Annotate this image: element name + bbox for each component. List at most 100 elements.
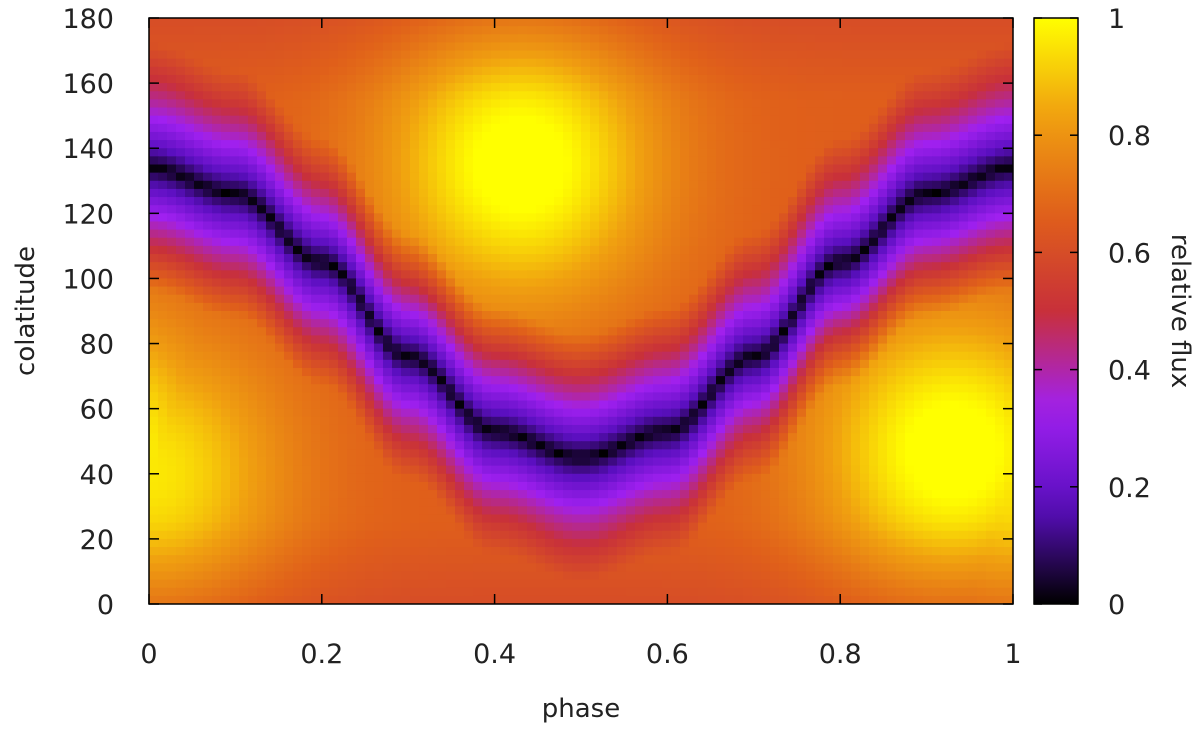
heatmap-cell [1004, 237, 1013, 247]
heatmap-cell [410, 408, 420, 418]
heatmap-cell [743, 42, 753, 52]
heatmap-cell [959, 408, 969, 418]
heatmap-cell [446, 99, 456, 109]
heatmap-cell [770, 351, 780, 361]
heatmap-cell [806, 213, 816, 223]
heatmap-cell [302, 367, 312, 377]
heatmap-cell [734, 384, 744, 393]
heatmap-cell [374, 376, 384, 385]
heatmap-cell [329, 424, 339, 434]
heatmap-cell [635, 205, 645, 214]
heatmap-cell [833, 343, 843, 353]
heatmap-cell [536, 213, 546, 223]
heatmap-cell [284, 164, 294, 174]
heatmap-cell [788, 311, 798, 320]
heatmap-cell [887, 400, 897, 410]
heatmap-cell [455, 18, 465, 27]
heatmap-cell [482, 335, 492, 345]
heatmap-cell [617, 359, 627, 369]
heatmap-cell [734, 188, 744, 198]
heatmap-cell [455, 221, 465, 231]
heatmap-cell [383, 18, 393, 27]
heatmap-cell [572, 26, 582, 35]
heatmap-cell [185, 294, 195, 304]
heatmap-cell [770, 392, 780, 402]
heatmap-cell [149, 18, 159, 27]
heatmap-cell [365, 58, 375, 68]
heatmap-cell [194, 83, 204, 92]
heatmap-cell [149, 205, 159, 214]
heatmap-cell [473, 164, 483, 174]
heatmap-cell [554, 164, 564, 174]
heatmap-cell [203, 213, 213, 223]
heatmap-cell [257, 26, 267, 35]
heatmap-cell [419, 392, 429, 402]
heatmap-cell [680, 74, 690, 84]
heatmap-cell [221, 66, 231, 76]
heatmap-cell [212, 245, 222, 255]
heatmap-cell [743, 229, 753, 239]
heatmap-cell [203, 351, 213, 361]
heatmap-cell [527, 229, 537, 239]
heatmap-cell [320, 156, 330, 166]
heatmap-cell [950, 50, 960, 60]
heatmap-cell [248, 50, 258, 60]
heatmap-cell [239, 351, 249, 361]
heatmap-cell [662, 286, 672, 296]
heatmap-cell [995, 26, 1005, 35]
heatmap-cell [833, 42, 843, 52]
heatmap-cell [356, 245, 366, 255]
heatmap-cell [266, 286, 276, 296]
heatmap-cell [680, 18, 690, 27]
heatmap-cell [842, 172, 852, 182]
heatmap-cell [635, 254, 645, 263]
heatmap-cell [536, 262, 546, 271]
heatmap-cell [995, 262, 1005, 271]
heatmap-cell [590, 172, 600, 182]
heatmap-cell [473, 66, 483, 76]
heatmap-cell [545, 131, 555, 141]
heatmap-cell [959, 42, 969, 52]
heatmap-cell [698, 83, 708, 92]
heatmap-cell [509, 311, 519, 320]
heatmap-cell [419, 18, 429, 27]
heatmap-cell [302, 156, 312, 166]
heatmap-cell [311, 262, 321, 271]
heatmap-cell [725, 416, 735, 426]
heatmap-cell [275, 327, 285, 337]
heatmap-cell [878, 376, 888, 385]
heatmap-cell [500, 99, 510, 109]
heatmap-cell [410, 416, 420, 426]
heatmap-cell [365, 140, 375, 149]
heatmap-cell [320, 400, 330, 410]
heatmap-cell [203, 123, 213, 133]
heatmap-cell [167, 188, 177, 198]
heatmap-cell [896, 123, 906, 133]
heatmap-cell [509, 148, 519, 157]
heatmap-cell [923, 237, 933, 247]
heatmap-cell [842, 123, 852, 133]
heatmap-cell [968, 26, 978, 35]
heatmap-cell [329, 359, 339, 369]
heatmap-cell [167, 294, 177, 304]
heatmap-cell [428, 311, 438, 320]
heatmap-cell [914, 91, 924, 100]
heatmap-cell [176, 351, 186, 361]
heatmap-cell [968, 58, 978, 68]
heatmap-cell [257, 197, 267, 206]
heatmap-cell [293, 376, 303, 385]
heatmap-cell [932, 164, 942, 174]
heatmap-cell [1004, 115, 1013, 125]
heatmap-cell [374, 197, 384, 206]
heatmap-cell [149, 213, 159, 223]
heatmap-cell [707, 74, 717, 84]
heatmap-cell [266, 58, 276, 68]
heatmap-cell [779, 123, 789, 133]
heatmap-cell [257, 416, 267, 426]
heatmap-cell [779, 294, 789, 304]
heatmap-cell [392, 302, 402, 312]
heatmap-cell [455, 34, 465, 44]
heatmap-cell [239, 42, 249, 52]
heatmap-cell [734, 180, 744, 190]
heatmap-cell [266, 115, 276, 125]
